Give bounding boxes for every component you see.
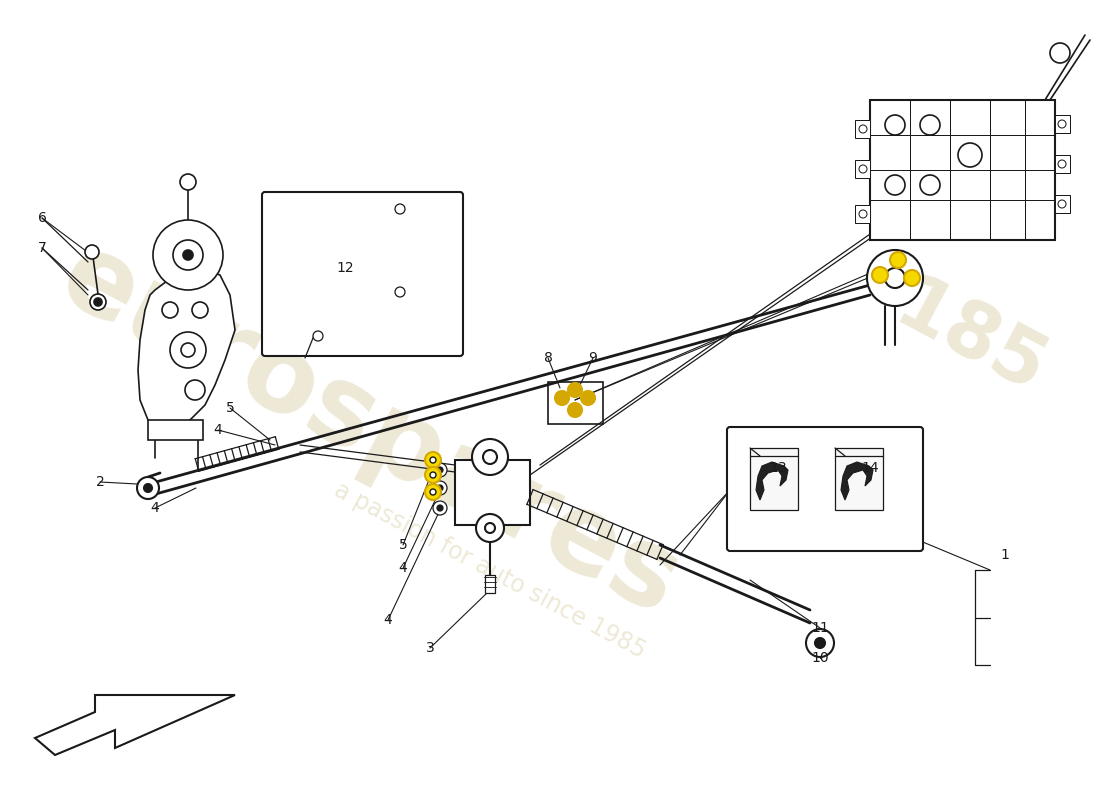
Text: 4: 4 [384,613,393,627]
Circle shape [859,210,867,218]
Circle shape [138,477,160,499]
Circle shape [185,380,205,400]
Text: 4: 4 [398,561,407,575]
Text: 3: 3 [426,641,434,655]
Circle shape [425,467,441,483]
Circle shape [395,287,405,297]
Circle shape [1058,120,1066,128]
Bar [870,100,1055,240]
Circle shape [872,267,888,283]
Text: 5: 5 [398,538,407,552]
Circle shape [433,501,447,515]
Circle shape [425,484,441,500]
Bar [855,205,870,223]
Circle shape [485,523,495,533]
Circle shape [920,175,940,195]
Circle shape [173,240,204,270]
Circle shape [85,245,99,259]
Text: 2: 2 [96,475,104,489]
Circle shape [815,638,825,648]
Text: 4: 4 [151,501,160,515]
FancyBboxPatch shape [262,192,463,356]
Text: 12: 12 [337,261,354,275]
Polygon shape [842,462,873,500]
Circle shape [1050,43,1070,63]
Circle shape [867,250,923,306]
Circle shape [180,174,196,190]
Circle shape [859,165,867,173]
Circle shape [958,143,982,167]
Circle shape [568,383,582,397]
Circle shape [430,472,436,478]
Circle shape [806,629,834,657]
Circle shape [859,125,867,133]
Circle shape [430,489,436,495]
Circle shape [433,481,447,495]
Circle shape [314,331,323,341]
Text: 1: 1 [1001,548,1010,562]
Circle shape [153,220,223,290]
Text: 5: 5 [226,401,234,415]
Circle shape [182,343,195,357]
Circle shape [483,450,497,464]
Circle shape [581,391,595,405]
Polygon shape [756,462,788,500]
Circle shape [556,391,569,405]
Text: 7: 7 [37,241,46,255]
Polygon shape [35,695,235,755]
Circle shape [192,302,208,318]
Circle shape [904,270,920,286]
Circle shape [94,298,102,306]
Bar [1055,155,1070,173]
Circle shape [183,250,192,260]
Bar [835,448,883,510]
Bar [548,382,603,424]
Circle shape [437,505,443,511]
Bar [455,460,530,525]
Bar [855,160,870,178]
Text: 14: 14 [861,461,879,475]
Circle shape [568,403,582,417]
Circle shape [395,204,405,214]
Text: 9: 9 [588,351,597,365]
Circle shape [886,268,905,288]
Bar [1055,195,1070,213]
Circle shape [425,452,441,468]
Bar [855,120,870,138]
Circle shape [890,252,906,268]
Circle shape [1058,160,1066,168]
Text: 10: 10 [811,651,828,665]
Text: a passion for auto since 1985: a passion for auto since 1985 [330,478,650,662]
Polygon shape [138,268,235,430]
Circle shape [472,439,508,475]
Text: eurospares: eurospares [43,222,697,638]
Circle shape [476,514,504,542]
Circle shape [920,115,940,135]
Circle shape [437,485,443,491]
Circle shape [886,115,905,135]
Circle shape [1058,200,1066,208]
FancyBboxPatch shape [727,427,923,551]
Circle shape [430,457,436,463]
Circle shape [162,302,178,318]
Text: 4: 4 [213,423,222,437]
Text: 13: 13 [769,461,786,475]
Bar [485,575,495,593]
Text: 8: 8 [543,351,552,365]
Circle shape [433,463,447,477]
Circle shape [144,484,152,492]
Bar [148,420,204,440]
Text: 6: 6 [37,211,46,225]
Bar [750,448,798,510]
Circle shape [170,332,206,368]
Text: 11: 11 [811,621,829,635]
Circle shape [437,467,443,473]
Text: 185: 185 [882,270,1058,410]
Bar [1055,115,1070,133]
Circle shape [90,294,106,310]
Circle shape [886,175,905,195]
